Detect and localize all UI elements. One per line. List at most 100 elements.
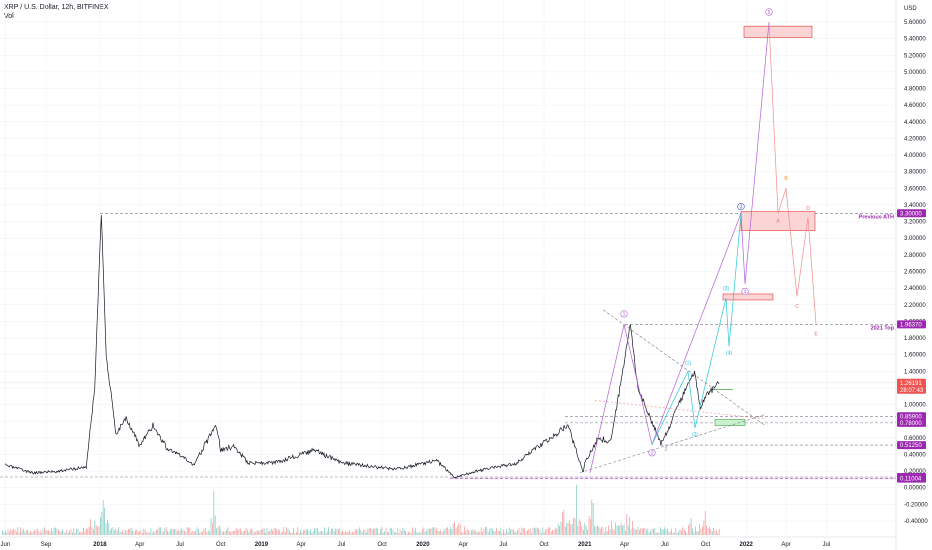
volume-bar [126, 530, 128, 535]
volume-bar [499, 531, 500, 535]
volume-bar [107, 519, 108, 535]
volume-bar [384, 531, 385, 535]
volume-bar [198, 529, 199, 535]
volume-bar [363, 529, 364, 535]
volume-bar [53, 527, 55, 535]
volume-bar [175, 529, 177, 535]
volume-bar [587, 530, 588, 535]
wave-label-minor-3: (3) [723, 286, 729, 292]
volume-bar [214, 515, 216, 535]
volume-bar [513, 529, 514, 535]
volume-bar [248, 531, 250, 535]
volume-bar [144, 529, 146, 535]
volume-bar [125, 529, 126, 535]
volume-bar [380, 529, 381, 535]
volume-bar [72, 532, 73, 535]
volume-bar [160, 527, 161, 535]
volume-bar [84, 530, 86, 535]
volume-bar [455, 527, 457, 535]
volume-bar [560, 521, 562, 535]
volume-bar [62, 528, 63, 535]
volume-bar [6, 532, 7, 535]
volume-bar [444, 528, 446, 535]
support-box [714, 419, 746, 426]
volume-bar [678, 531, 679, 535]
volume-bar [170, 529, 171, 535]
volume-bar [563, 509, 565, 535]
volume-bar [458, 523, 460, 535]
volume-bar [504, 532, 506, 535]
volume-bar [709, 526, 710, 535]
price-tick-label: 1.00000 [904, 403, 926, 409]
volume-bar [403, 529, 405, 535]
volume-bar [228, 530, 230, 535]
volume-bar [601, 526, 602, 535]
time-tick-label: 2020 [416, 542, 430, 548]
volume-bar [718, 528, 720, 535]
wave-label-3: 3 [740, 204, 743, 210]
volume-bar [714, 530, 716, 535]
volume-bar [675, 527, 677, 535]
volume-bar [116, 530, 118, 535]
volume-bar [686, 532, 688, 535]
volume-bar [627, 525, 629, 535]
volume-bar [34, 530, 35, 535]
price-tick-label: 4.40000 [904, 120, 926, 126]
volume-bar [559, 525, 560, 535]
volume-bar [651, 528, 653, 535]
symbol-title[interactable]: XRP / U.S. Dollar, 12h, BITFINEX [4, 4, 109, 11]
volume-bar [626, 514, 628, 535]
volume-bar [296, 531, 297, 535]
volume-bar [396, 528, 398, 535]
price-tick-label: 0.40000 [904, 452, 926, 458]
volume-bar [492, 528, 493, 535]
volume-bar [623, 524, 625, 535]
volume-bar [118, 527, 119, 535]
volume-bar [475, 531, 476, 535]
volume-bar [445, 528, 447, 535]
volume-bar [157, 529, 159, 535]
volume-bar [238, 528, 240, 535]
volume-bar [226, 529, 227, 535]
volume-bar [51, 528, 52, 535]
volume-bar [417, 532, 419, 535]
time-tick-label: Apr [781, 542, 790, 548]
volume-bar [150, 528, 152, 535]
volume-bar [681, 530, 682, 535]
volume-bar [676, 532, 678, 535]
volume-bar [576, 484, 577, 535]
volume-bar [706, 525, 707, 535]
volume-indicator-label[interactable]: Vol [4, 13, 14, 20]
volume-bar [389, 527, 391, 535]
volume-bar [308, 531, 310, 535]
volume-bar [406, 532, 408, 535]
volume-bar [440, 529, 441, 535]
volume-bar [717, 532, 719, 535]
wave-label-2-marker [648, 449, 656, 457]
volume-bar [219, 525, 220, 535]
volume-bar [349, 530, 350, 535]
volume-bar [189, 527, 191, 535]
volume-bar [252, 530, 254, 535]
price-tick-label: 0.60000 [904, 436, 926, 442]
volume-bar [282, 531, 283, 535]
volume-bar [494, 531, 496, 535]
volume-bar [412, 527, 413, 535]
volume-bar [261, 529, 262, 535]
volume-bar [184, 530, 185, 535]
volume-bar [91, 526, 93, 535]
volume-bar [415, 527, 416, 535]
volume-bar [63, 531, 65, 535]
volume-bar [665, 529, 667, 535]
volume-bar [4, 530, 6, 535]
time-axis[interactable]: Jun Sep 2018 Apr Jul Oct 2019 Apr Jul Oct 2020 Apr J… [0, 542, 830, 548]
volume-bar [508, 527, 510, 535]
volume-bar [168, 532, 170, 535]
volume-bar [352, 531, 353, 535]
volume-bar [136, 529, 138, 535]
volume-bar [139, 531, 140, 535]
volume-bar [672, 532, 674, 535]
time-tick-label: Jul [822, 542, 830, 548]
